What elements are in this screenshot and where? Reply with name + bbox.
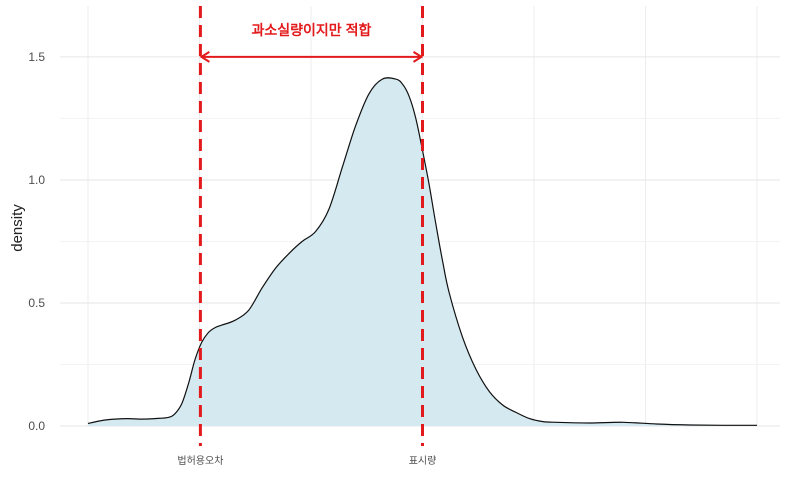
y-tick-label: 1.0 — [28, 173, 45, 187]
arrow-head-left — [199, 51, 210, 63]
y-tick-label: 1.5 — [28, 50, 45, 64]
y-axis-ticks: 0.0 0.5 1.0 1.5 — [28, 50, 45, 433]
range-arrow — [199, 51, 424, 63]
y-axis-label: density — [9, 204, 26, 252]
arrow-head-right — [412, 51, 424, 63]
x-tick-label: 표시량 — [409, 455, 437, 467]
y-tick-label: 0.0 — [28, 419, 45, 433]
x-tick-label: 법허용오차 — [177, 455, 223, 467]
y-tick-label: 0.5 — [28, 296, 45, 310]
x-axis-ticks: 법허용오차 표시량 — [177, 455, 436, 467]
density-area — [88, 77, 757, 427]
reference-lines — [198, 6, 424, 446]
density-line — [87, 77, 757, 426]
annotation-label: 과소실량이지만 적합 — [252, 22, 372, 38]
